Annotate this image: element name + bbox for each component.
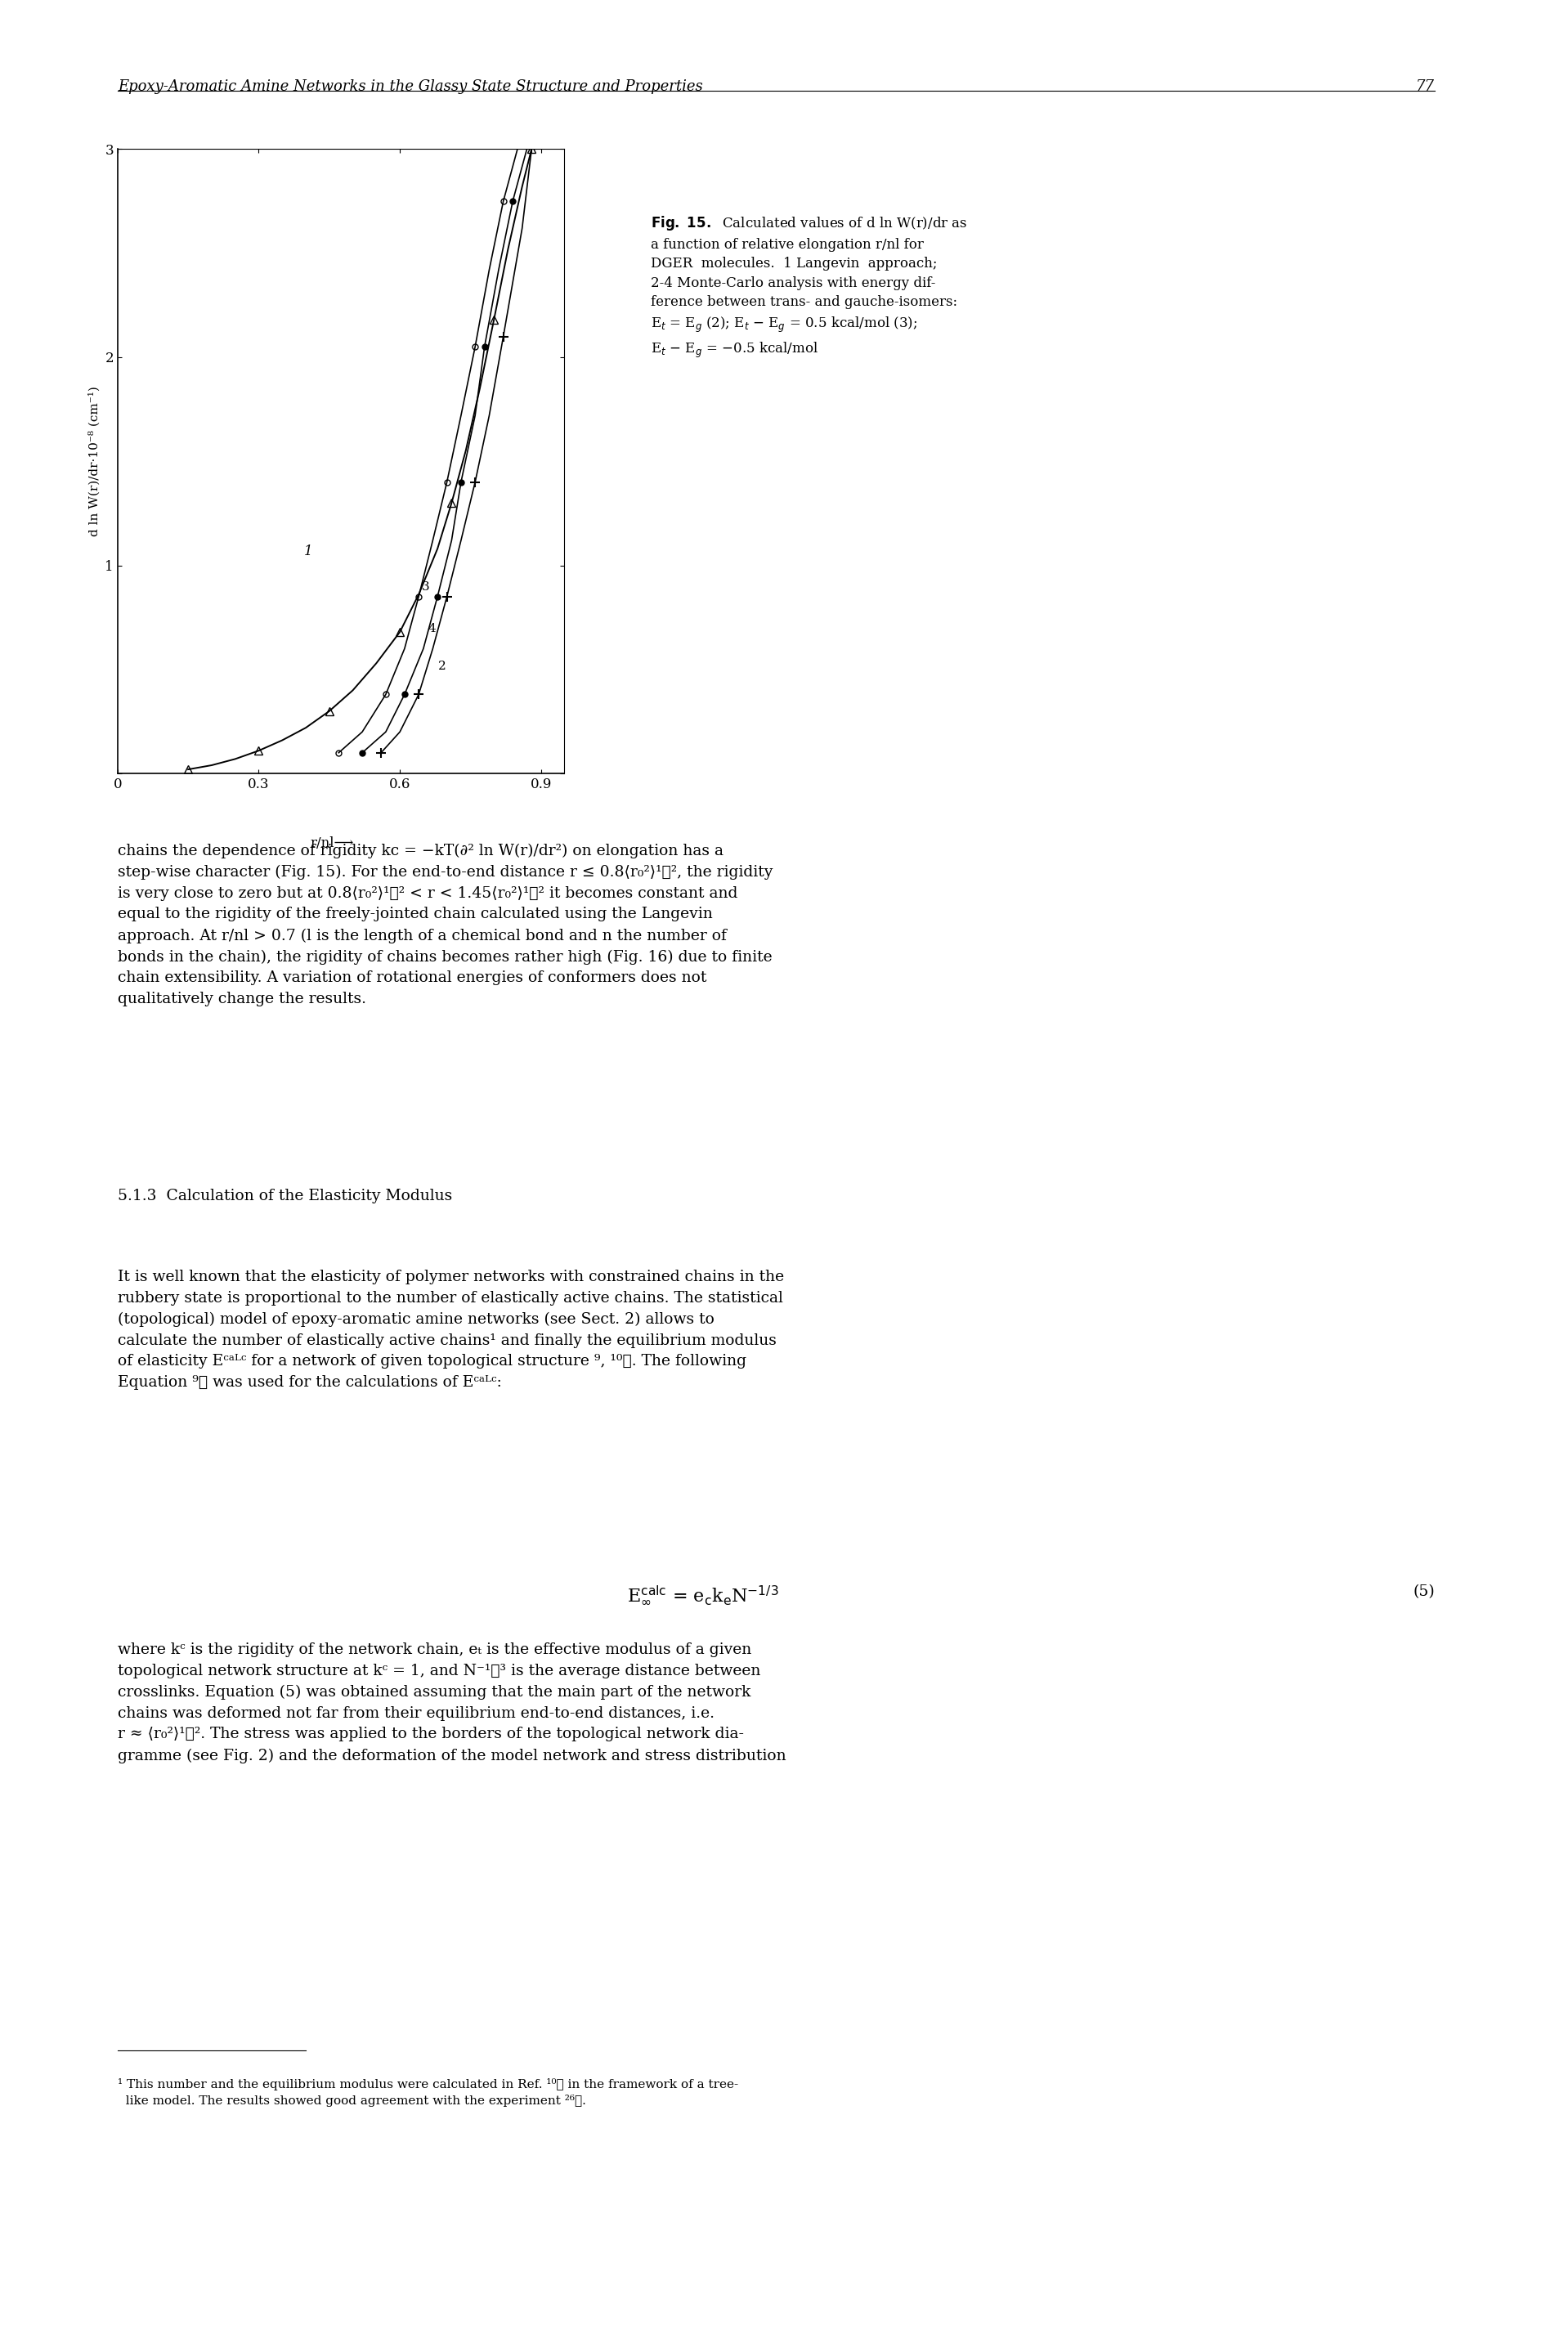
Text: chains the dependence of rigidity kc = −kT(∂² ln W(r)/dr²) on elongation has a
s: chains the dependence of rigidity kc = −… bbox=[118, 843, 773, 1007]
Text: 4: 4 bbox=[428, 622, 436, 634]
Text: $\bf{Fig.\ 15.}$  Calculated values of d ln W(r)/dr as
a function of relative el: $\bf{Fig.\ 15.}$ Calculated values of d … bbox=[651, 214, 967, 359]
Text: r/nl⟶: r/nl⟶ bbox=[310, 836, 354, 850]
Text: 5.1.3  Calculation of the Elasticity Modulus: 5.1.3 Calculation of the Elasticity Modu… bbox=[118, 1188, 452, 1202]
Text: (5): (5) bbox=[1413, 1584, 1435, 1598]
Text: 77: 77 bbox=[1416, 79, 1435, 93]
Y-axis label: d ln W(r)/dr·10⁻⁸ (cm⁻¹): d ln W(r)/dr·10⁻⁸ (cm⁻¹) bbox=[89, 387, 100, 536]
Text: 3: 3 bbox=[422, 582, 430, 592]
Text: where kᶜ is the rigidity of the network chain, eₜ is the effective modulus of a : where kᶜ is the rigidity of the network … bbox=[118, 1643, 786, 1764]
Text: 2: 2 bbox=[437, 659, 447, 671]
Text: It is well known that the elasticity of polymer networks with constrained chains: It is well known that the elasticity of … bbox=[118, 1270, 784, 1391]
Text: Epoxy-Aromatic Amine Networks in the Glassy State Structure and Properties: Epoxy-Aromatic Amine Networks in the Gla… bbox=[118, 79, 702, 93]
Text: E$_{\infty}^{\rm calc}$ = e$_{\rm c}$k$_{\rm e}$N$^{-1/3}$: E$_{\infty}^{\rm calc}$ = e$_{\rm c}$k$_… bbox=[627, 1584, 779, 1608]
Text: 1: 1 bbox=[304, 545, 312, 559]
Text: ¹ This number and the equilibrium modulus were calculated in Ref. ¹⁰⧣ in the fra: ¹ This number and the equilibrium modulu… bbox=[118, 2078, 739, 2106]
